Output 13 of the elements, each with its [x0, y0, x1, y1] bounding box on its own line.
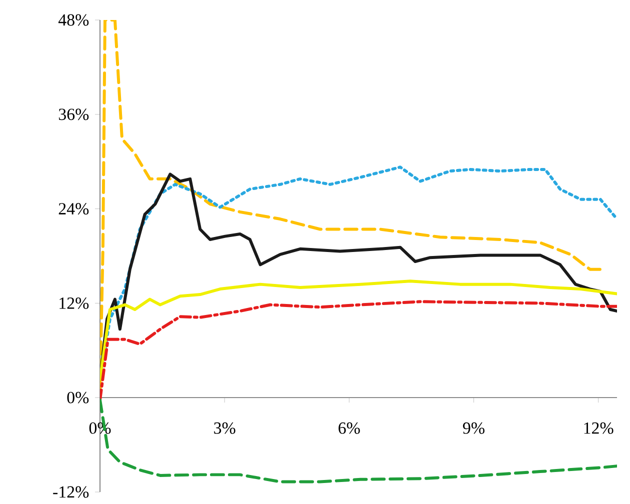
y-tick-label: -12%: [53, 486, 89, 498]
y-tick-label: 12%: [60, 297, 89, 309]
x-tick-label: 12%: [584, 422, 614, 434]
y-tick-label: 48%: [58, 14, 89, 26]
line-series: [100, 300, 618, 402]
line-series: [100, 20, 602, 392]
y-tick-label: 24%: [58, 203, 89, 215]
y-tick-label: 36%: [58, 108, 89, 120]
x-tick-label: 6%: [338, 422, 360, 434]
x-tick-label: 3%: [214, 422, 236, 434]
x-tick-label: 9%: [463, 422, 484, 434]
line-series: [100, 280, 618, 382]
y-tick-label: 0%: [67, 392, 89, 404]
